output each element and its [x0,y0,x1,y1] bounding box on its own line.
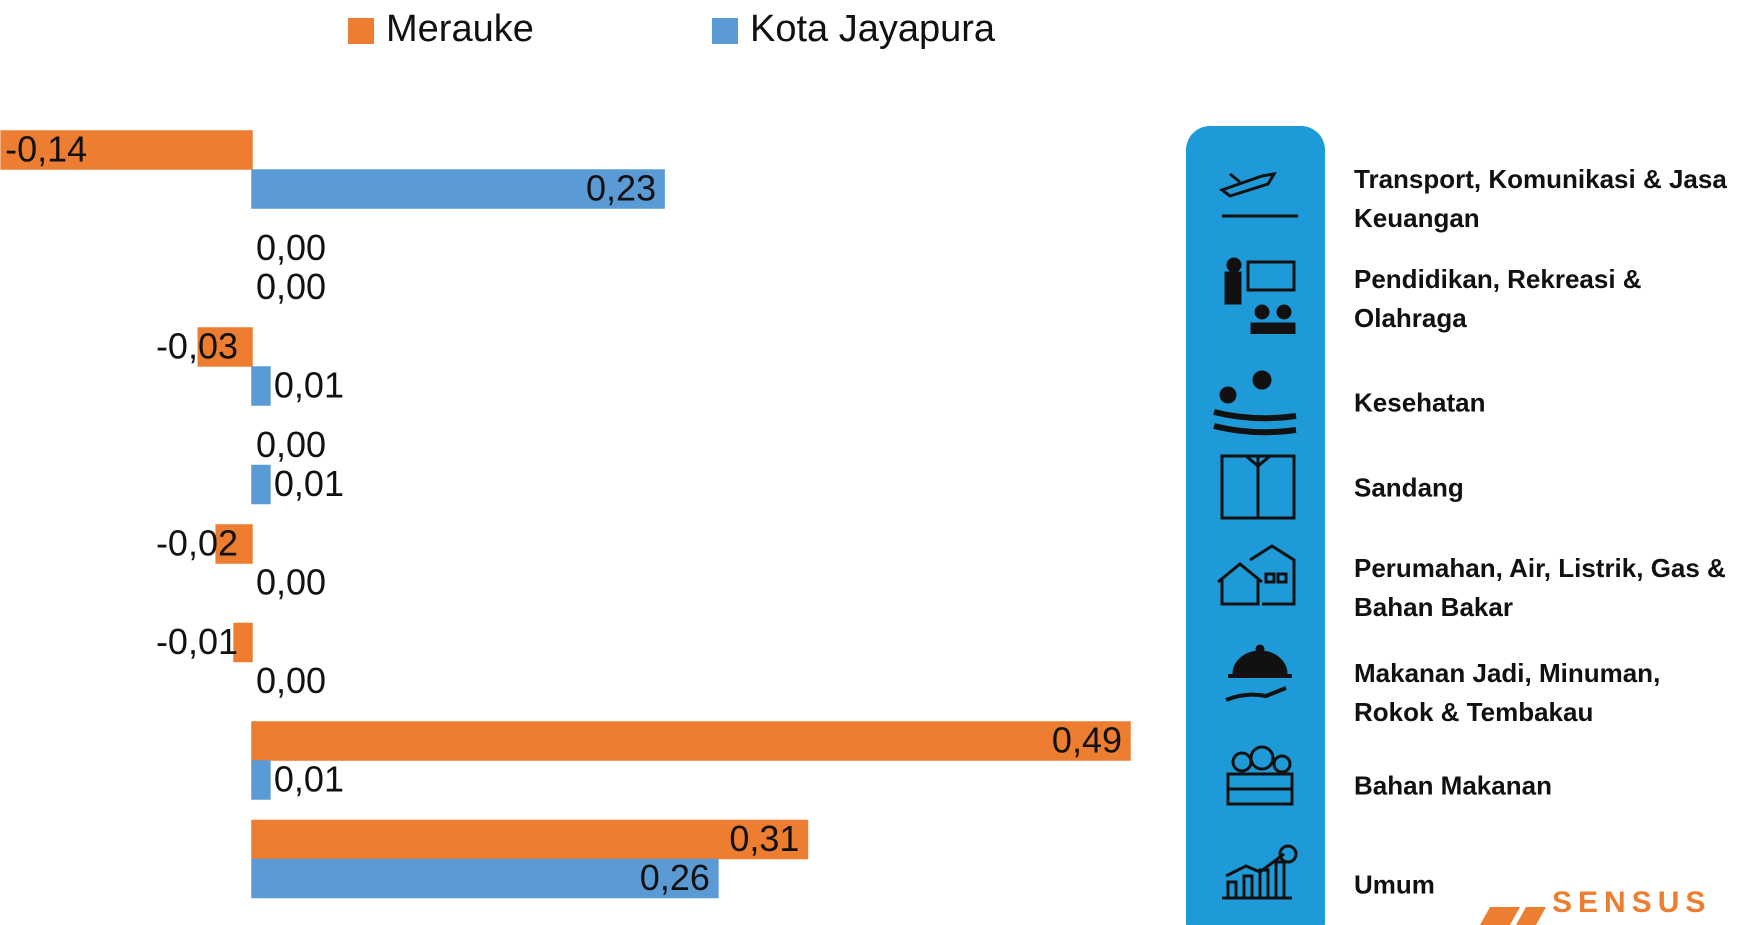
value-label: -0,14 [5,129,87,170]
value-label: -0,02 [156,523,238,564]
bar [215,524,253,564]
value-label: 0,49 [1052,720,1122,761]
category-label: Pendidikan, Rekreasi & Olahraga [1354,264,1642,333]
legend-label: Merauke [386,8,534,50]
category-label: Makanan Jadi, Minuman, Rokok & Tembakau [1354,658,1661,727]
value-label: 0,01 [274,365,344,406]
value-label: 0,23 [586,168,656,209]
value-label: 0,00 [256,660,326,701]
bar [233,622,253,663]
value-label: 0,31 [729,818,799,859]
legend-swatch [712,18,738,44]
category-label: Perumahan, Air, Listrik, Gas & Bahan Bak… [1354,553,1726,622]
icon-health [1213,370,1297,436]
bar [197,327,253,367]
icon-food [1225,644,1292,702]
value-label: 0,26 [640,857,710,898]
value-label: 0,00 [256,424,326,465]
bar [251,464,271,505]
value-label: -0,01 [156,621,238,662]
value-label: 0,00 [256,227,326,268]
legend-label: Kota Jayapura [750,8,996,50]
icon-education [1224,257,1296,334]
bar [251,366,271,406]
value-label: 0,00 [256,562,326,603]
bar [251,858,719,899]
category-label: Sandang [1354,472,1464,503]
category-label: Kesehatan [1354,387,1486,418]
logo-text: SENSUS [1552,886,1711,919]
bar [251,819,809,860]
category-icons [1213,171,1298,900]
value-label: 0,01 [274,463,344,504]
bar [251,760,271,800]
logo-mark [1480,907,1546,925]
category-label: Transport, Komunikasi & Jasa Keuangan [1354,164,1727,233]
value-label: 0,00 [256,266,326,307]
icon-groceries [1226,745,1294,806]
legend-swatch [348,18,374,44]
icon-chart [1222,844,1298,900]
bar [0,130,253,170]
value-label: -0,03 [156,326,238,367]
value-label: 0,01 [274,759,344,800]
icon-house [1217,544,1296,606]
icon-clothes [1220,454,1296,520]
bar [251,721,1131,761]
bar [251,169,665,209]
category-label: Umum [1354,869,1435,900]
icon-plane [1218,171,1298,218]
category-label: Bahan Makanan [1354,770,1552,801]
logo: SENSUS [1480,886,1711,925]
